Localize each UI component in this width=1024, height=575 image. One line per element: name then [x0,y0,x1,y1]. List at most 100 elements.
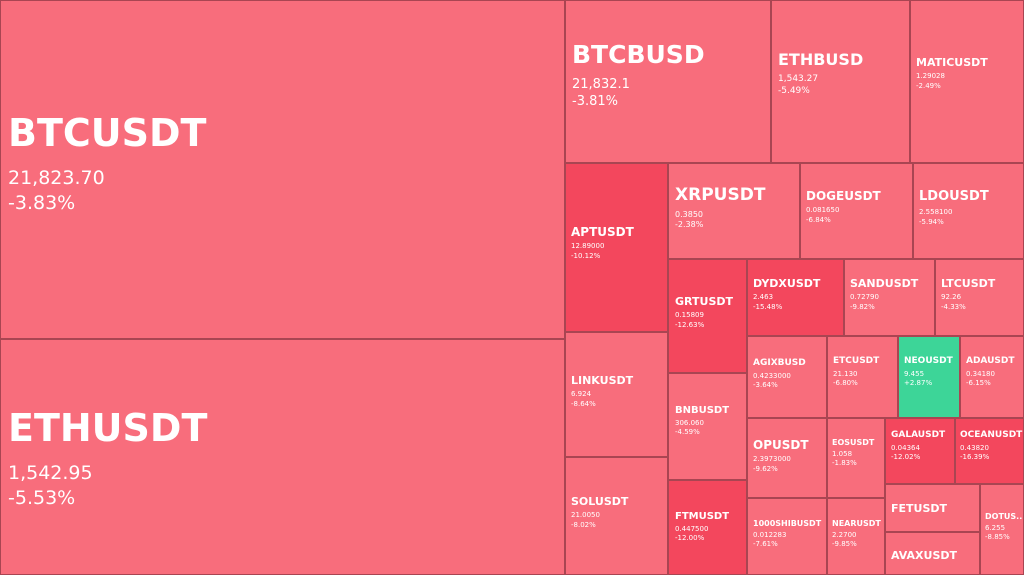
tile-price: 12.89000 [571,242,605,251]
tile-price: 306.060 [675,419,704,427]
tile-bnbusdt[interactable]: BNBUSDT 306.060 -4.59% [668,373,747,480]
tile-price: 21,832.1 [572,76,630,92]
tile-galausdt[interactable]: GALAUSDT 0.04364 -12.02% [885,418,955,484]
tile-price: 0.012283 [753,530,787,539]
tile-symbol: 1000SHIBUSDT [753,519,822,528]
tile-linkusdt[interactable]: LINKUSDT 6.924 -8.64% [565,332,668,457]
tile-symbol: BTCUSDT [8,111,207,155]
tile-change: -6.15% [966,379,991,388]
tile-change: -8.85% [985,533,1010,542]
tile-change: -4.59% [675,428,700,437]
tile-price: 0.447500 [675,525,709,533]
tile-symbol: LDOUSDT [919,189,989,204]
tile-ltcusdt[interactable]: LTCUSDT 92.26 -4.33% [935,259,1024,336]
tile-change: -5.94% [919,217,944,226]
tile-price: 0.34180 [966,369,995,378]
tile-price: 0.04364 [891,443,920,452]
tile-symbol: FETUSDT [891,502,948,515]
tile-xrpusdt[interactable]: XRPUSDT 0.3850 -2.38% [668,163,800,259]
tile-dydxusdt[interactable]: DYDXUSDT 2.463 -15.48% [747,259,844,336]
tile-btcusdt[interactable]: BTCUSDT 21,823.70 -3.83% [0,0,565,339]
tile-symbol: BNBUSDT [675,405,730,416]
tile-adausdt[interactable]: ADAUSDT 0.34180 -6.15% [960,336,1024,418]
tile-aptusdt[interactable]: APTUSDT 12.89000 -10.12% [565,163,668,332]
tile-symbol: NEARUSDT [832,519,881,528]
tile-symbol: AVAXUSDT [891,549,958,562]
tile-symbol: DOTUS... [985,512,1024,521]
tile-change: -16.39% [960,453,990,462]
tile-symbol: NEOUSDT [904,356,953,366]
tile-price: 0.43820 [960,443,989,452]
tile-grtusdt[interactable]: GRTUSDT 0.15809 -12.63% [668,259,747,373]
tile-btcbusd[interactable]: BTCBUSD 21,832.1 -3.81% [565,0,771,163]
tile-neousdt[interactable]: NEOUSDT 9.455 +2.87% [898,336,960,418]
tile-price: 21.0050 [571,511,600,520]
tile-oceanusdt[interactable]: OCEANUSDT 0.43820 -16.39% [955,418,1024,484]
tile-change: -8.02% [571,520,596,529]
tile-sandusdt[interactable]: SANDUSDT 0.72790 -9.82% [844,259,935,336]
tile-nearusdt[interactable]: NEARUSDT 2.2700 -9.85% [827,498,885,575]
tile-change: -2.38% [675,220,704,230]
tile-price: 2.463 [753,293,774,302]
tile-price: 0.72790 [850,293,879,302]
tile-symbol: DYDXUSDT [753,277,821,290]
tile-etcusdt[interactable]: ETCUSDT 21.130 -6.80% [827,336,898,418]
tile-symbol: SOLUSDT [571,495,629,508]
tile-ldousdt[interactable]: LDOUSDT 2.558100 -5.94% [913,163,1024,259]
tile-change: -5.53% [8,487,76,510]
tile-change: -12.63% [675,320,705,329]
tile-symbol: FTMUSDT [675,511,730,522]
tile-symbol: OCEANUSDT [960,430,1023,440]
tile-avaxusdt[interactable]: AVAXUSDT [885,532,980,575]
tile-change: -3.83% [8,192,76,215]
tile-symbol: DOGEUSDT [806,189,881,203]
tile-symbol: GRTUSDT [675,295,733,308]
tile-change: -15.48% [753,302,783,311]
tile-symbol: APTUSDT [571,225,634,239]
tile-price: 2.2700 [832,530,857,539]
tile-change: -2.49% [916,81,941,90]
tile-change: -9.82% [850,302,875,311]
tile-symbol: BTCBUSD [572,40,705,69]
tile-symbol: XRPUSDT [675,185,766,205]
tile-price: 0.4233000 [753,371,791,380]
tile-eosusdt[interactable]: EOSUSDT 1.058 -1.83% [827,418,885,498]
tile-change: -12.00% [675,534,705,543]
tile-symbol: GALAUSDT [891,430,946,440]
tile-price: 1.29028 [916,72,945,81]
tile-price: 6.255 [985,523,1006,532]
tile-price: 6.924 [571,390,592,399]
tile-price: 2.3973000 [753,455,791,464]
tile-symbol: LTCUSDT [941,277,996,290]
tile-symbol: AGIXBUSD [753,358,806,368]
tile-price: 0.15809 [675,311,704,320]
tile-solusdt[interactable]: SOLUSDT 21.0050 -8.02% [565,457,668,575]
tile-symbol: ADAUSDT [966,356,1015,366]
tile-opusdt[interactable]: OPUSDT 2.3973000 -9.62% [747,418,827,498]
tile-symbol: EOSUSDT [832,438,875,447]
tile-change: -7.61% [753,540,778,549]
tile-maticusdt[interactable]: MATICUSDT 1.29028 -2.49% [910,0,1024,163]
tile-symbol: ETHBUSD [778,50,864,69]
tile-price: 21,823.70 [8,166,105,189]
tile-price: 21.130 [833,369,858,378]
tile-agixbusd[interactable]: AGIXBUSD 0.4233000 -3.64% [747,336,827,418]
tile-1000shibusdt[interactable]: 1000SHIBUSDT 0.012283 -7.61% [747,498,827,575]
tile-price: 1,543.27 [778,73,819,84]
tile-price: 9.455 [904,369,925,378]
tile-ftmusdt[interactable]: FTMUSDT 0.447500 -12.00% [668,480,747,575]
tile-symbol: ETHUSDT [8,406,208,450]
tile-change: -4.33% [941,302,966,311]
tile-symbol: ETCUSDT [833,356,880,366]
tile-change: -6.80% [833,379,858,388]
tile-fetusdt[interactable]: FETUSDT [885,484,980,532]
tile-change: -10.12% [571,251,601,260]
tile-dotus[interactable]: DOTUS... 6.255 -8.85% [980,484,1024,575]
tile-ethbusd[interactable]: ETHBUSD 1,543.27 -5.49% [771,0,910,163]
tile-ethusdt[interactable]: ETHUSDT 1,542.95 -5.53% [0,339,565,575]
tile-change: -1.83% [832,459,857,468]
tile-dogeusdt[interactable]: DOGEUSDT 0.081650 -6.84% [800,163,913,259]
tile-symbol: MATICUSDT [916,56,988,69]
tile-change: -6.84% [806,215,831,224]
